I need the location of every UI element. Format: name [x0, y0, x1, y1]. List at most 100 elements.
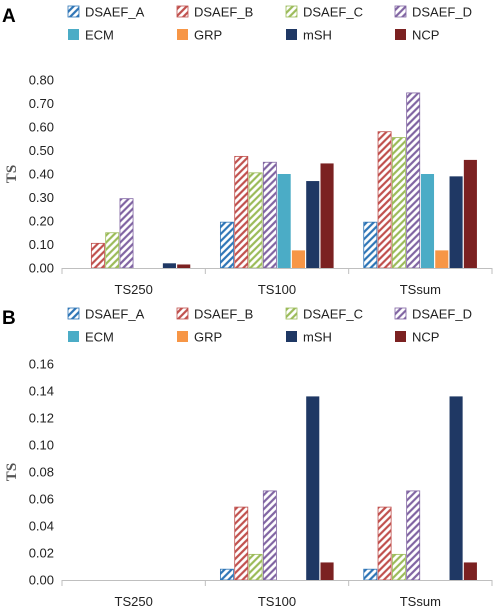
panel-a-bar-dsaef-a-tssum — [363, 221, 378, 269]
panel-a-x-category-ts250: TS250 — [115, 282, 153, 297]
panel-a-y-tick-label: 0.10 — [29, 237, 54, 252]
panel-a-bar-ncp-ts100 — [320, 163, 334, 268]
panel-b-bar-dsaef-a-tssum — [363, 568, 378, 581]
panel-a-bar-dsaef-d-ts100 — [262, 161, 277, 269]
panel-a-bar-dsaef-b-ts250 — [90, 242, 105, 269]
panel-a-legend-dsaef-a: DSAEF_A — [67, 5, 145, 20]
panel-a-x-category-ts100: TS100 — [258, 282, 296, 297]
panel-b-legend-ncp: NCP — [395, 330, 439, 345]
panel-b-bar-dsaef-d-tssum — [406, 490, 421, 581]
panel-b-legend-label-ncp: NCP — [412, 330, 439, 345]
panel-a-legend-dsaef-c: DSAEF_C — [285, 5, 363, 20]
panel-a-y-tick-label: 0.30 — [29, 190, 54, 205]
panel-b-y-tick-label: 0.06 — [29, 492, 54, 507]
panel-b-legend-swatch-dsaef-d — [394, 307, 407, 320]
panel-b-y-tick-label: 0.02 — [29, 546, 54, 561]
panel-a-bar-ecm-tssum — [420, 174, 435, 268]
panel-b-legend-dsaef-b: DSAEF_B — [176, 307, 253, 322]
panel-b-legend-swatch-dsaef-a — [67, 307, 80, 320]
panel-a-bar-dsaef-d-ts250 — [119, 198, 134, 269]
panel-a-legend-label-msh: mSH — [303, 28, 332, 43]
panel-b-bar-dsaef-c-tssum — [391, 553, 406, 581]
panel-a-y-tick-label: 0.20 — [29, 214, 54, 229]
panel-a-y-tick-label: 0.00 — [29, 261, 54, 276]
panel-b-legend-swatch-dsaef-c — [285, 307, 298, 320]
panel-b-legend-dsaef-c: DSAEF_C — [285, 307, 363, 322]
panel-b-bar-dsaef-b-ts100 — [234, 506, 249, 581]
panel-a-legend-label-dsaef-a: DSAEF_A — [85, 5, 145, 20]
panel-b-legend-swatch-ecm — [68, 331, 79, 342]
panel-a-legend-label-dsaef-c: DSAEF_C — [303, 5, 363, 20]
panel-b-legend-swatch-ncp — [395, 331, 406, 342]
panel-a-legend-ecm: ECM — [68, 28, 114, 43]
panel-b-y-tick-label: 0.10 — [29, 438, 54, 453]
panel-a-bar-ncp-ts250 — [177, 264, 191, 268]
panel-a-y-tick-label: 0.50 — [29, 143, 54, 158]
panel-a-y-tick-label: 0.80 — [29, 73, 54, 88]
panel-b-legend-ecm: ECM — [68, 330, 114, 345]
panel-b-legend-label-grp: GRP — [194, 330, 222, 345]
panel-a-bar-dsaef-c-tssum — [391, 137, 406, 269]
panel-a-bar-ecm-ts100 — [277, 174, 291, 268]
panel-b-legend-swatch-grp — [177, 331, 188, 342]
panel-b-legend-label-dsaef-a: DSAEF_A — [85, 307, 145, 322]
panel-a-legend-swatch-grp — [177, 29, 188, 40]
panel-a-legend-msh: mSH — [286, 28, 332, 43]
panel-b-bar-ncp-ts100 — [320, 562, 334, 580]
panel-a-legend-swatch-ncp — [395, 29, 406, 40]
panel-a-legend-swatch-dsaef-a — [67, 5, 80, 18]
panel-b-legend-grp: GRP — [177, 330, 222, 345]
panel-a-bar-grp-ts100 — [291, 250, 305, 268]
panel-a-legend-swatch-dsaef-d — [394, 5, 407, 18]
panel-a-bar-msh-ts250 — [162, 263, 176, 268]
panel-b-y-tick-label: 0.12 — [29, 411, 54, 426]
panel-b-legend-label-dsaef-b: DSAEF_B — [194, 307, 253, 322]
panel-a-legend-label-dsaef-d: DSAEF_D — [412, 5, 472, 20]
panel-b-x-category-ts250: TS250 — [115, 594, 153, 609]
panel-b-bar-dsaef-c-ts100 — [248, 553, 263, 581]
panel-a-bar-dsaef-c-ts250 — [105, 232, 120, 269]
panel-a-bar-dsaef-d-tssum — [406, 92, 421, 269]
panel-a-bar-dsaef-c-ts100 — [248, 172, 263, 269]
panel-b-y-tick-label: 0.16 — [29, 357, 54, 372]
panel-a-bar-msh-tssum — [449, 176, 463, 268]
panel-b-y-tick-label: 0.04 — [29, 519, 54, 534]
panel-b-bar-ncp-tssum — [463, 562, 477, 580]
panel-a-y-tick-label: 0.40 — [29, 167, 54, 182]
panel-a-legend-swatch-ecm — [68, 29, 79, 40]
panel-a-x-category-tssum: TSsum — [400, 282, 441, 297]
panel-a-letter: A — [2, 6, 16, 27]
panel-a-bar-dsaef-b-ts100 — [234, 155, 249, 269]
panel-a-y-axis-title: TS — [4, 165, 20, 183]
panel-b: B DSAEF_A DSAEF_B DSAEF_C DSAEF_D ECM GRP mSH NC… — [2, 307, 493, 609]
panel-b-x-category-tssum: TSsum — [400, 594, 441, 609]
panel-a-legend-swatch-dsaef-b — [176, 5, 189, 18]
panel-b-legend-msh: mSH — [286, 330, 332, 345]
panel-b-legend-dsaef-a: DSAEF_A — [67, 307, 145, 322]
panel-a-legend-label-grp: GRP — [194, 28, 222, 43]
panel-a-legend-swatch-dsaef-c — [285, 5, 298, 18]
panel-a-legend-label-ecm: ECM — [85, 28, 114, 43]
panel-b-legend-label-dsaef-c: DSAEF_C — [303, 307, 363, 322]
panel-b-legend-swatch-dsaef-b — [176, 307, 189, 320]
panel-b-legend-label-dsaef-d: DSAEF_D — [412, 307, 472, 322]
panel-a-y-tick-label: 0.70 — [29, 96, 54, 111]
panel-a-bar-ncp-tssum — [463, 159, 477, 268]
panel-b-bar-dsaef-b-tssum — [377, 506, 392, 581]
panel-a-legend-dsaef-d: DSAEF_D — [394, 5, 472, 20]
panel-a-legend-swatch-msh — [286, 29, 297, 40]
panel-b-y-tick-label: 0.14 — [29, 384, 54, 399]
panel-a-bar-msh-ts100 — [306, 181, 320, 268]
panel-b-legend-label-ecm: ECM — [85, 330, 114, 345]
panel-b-legend-swatch-msh — [286, 331, 297, 342]
panel-a-legend-ncp: NCP — [395, 28, 439, 43]
panel-b-bar-dsaef-d-ts100 — [262, 490, 277, 581]
panel-b-bar-msh-tssum — [449, 396, 463, 580]
panel-b-bar-dsaef-a-ts100 — [219, 568, 234, 581]
panel-a-bar-dsaef-b-tssum — [377, 131, 392, 269]
panel-a-legend-grp: GRP — [177, 28, 222, 43]
panel-b-x-category-ts100: TS100 — [258, 594, 296, 609]
panel-b-legend-label-msh: mSH — [303, 330, 332, 345]
panel-a-bar-grp-tssum — [435, 250, 449, 268]
